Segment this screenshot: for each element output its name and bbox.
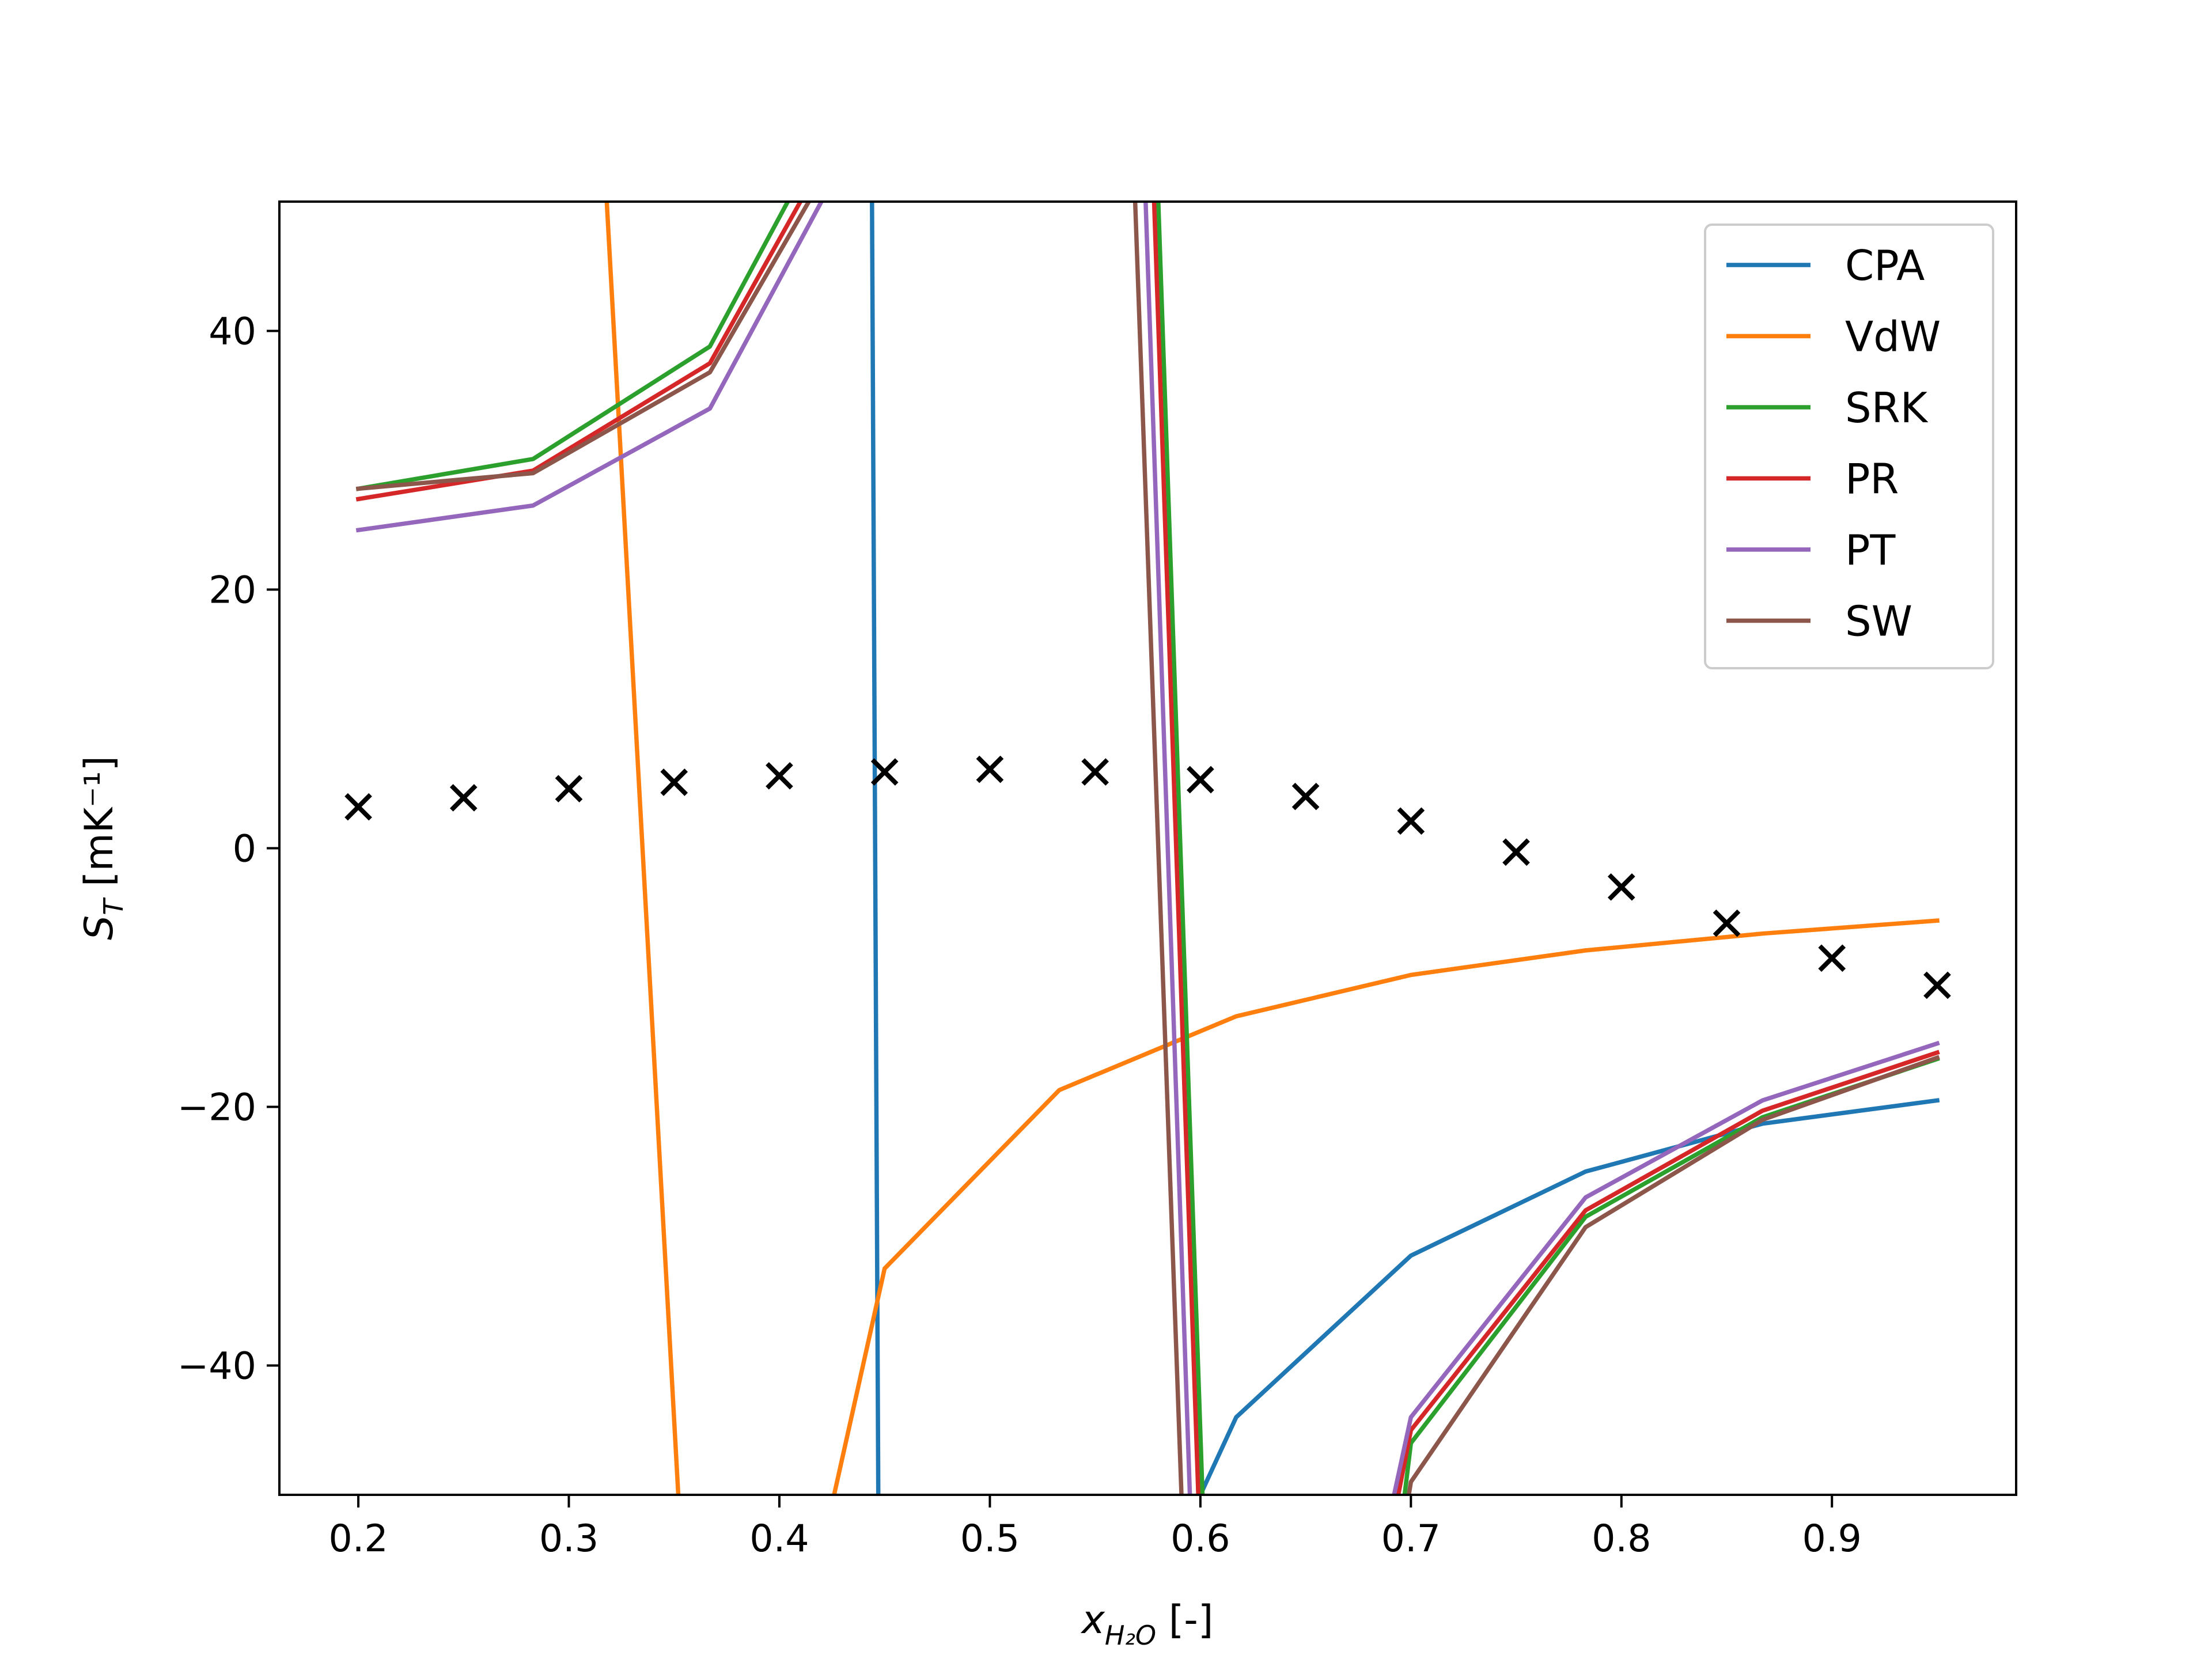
- y-axis: −40 −20 0 20 40: [177, 310, 279, 1388]
- y-tick-label: 40: [209, 310, 256, 354]
- data-point-marker: [1818, 944, 1846, 972]
- series-pr-line: [1152, 202, 1200, 1495]
- x-axis: 0.2 0.3 0.4 0.5 0.6 0.7 0.8 0.9: [328, 1495, 1862, 1560]
- series-cpa: [870, 202, 1940, 1495]
- legend-label-cpa: CPA: [1845, 241, 1925, 290]
- series-sw-line: [1132, 202, 1184, 1495]
- x-axis-label: xH₂O [-]: [1081, 1597, 1214, 1651]
- x-tick-label: 0.5: [960, 1517, 1020, 1560]
- series-pt: [355, 202, 1940, 1495]
- y-tick-label: 0: [233, 828, 256, 871]
- data-point-marker: [449, 784, 478, 812]
- y-axis-label-suffix: [mK⁻¹]: [77, 756, 122, 899]
- data-point-marker: [1187, 766, 1214, 794]
- data-point-marker: [660, 768, 688, 796]
- x-tick-label: 0.2: [328, 1517, 388, 1560]
- y-axis-label-main: S: [77, 915, 122, 940]
- series-srk-line: [1156, 202, 1205, 1495]
- x-tick-label: 0.6: [1171, 1517, 1230, 1560]
- x-tick-label: 0.8: [1592, 1517, 1651, 1560]
- series-sw-line: [355, 202, 812, 491]
- series-vdw-line: [832, 918, 1940, 1495]
- data-point-marker: [1923, 971, 1951, 999]
- data-point-marker: [1502, 838, 1530, 866]
- x-tick-label: 0.7: [1381, 1517, 1441, 1560]
- legend-label-srk: SRK: [1845, 384, 1929, 432]
- series-sw: [355, 202, 1940, 1495]
- series-pr-line: [355, 202, 803, 502]
- legend-label-vdw: VdW: [1845, 313, 1941, 361]
- x-axis-label-suffix: [-]: [1156, 1597, 1213, 1643]
- series-pt-line: [1143, 202, 1192, 1495]
- series-pt-line: [1392, 1040, 1940, 1495]
- x-tick-label: 0.3: [539, 1517, 599, 1560]
- data-point-marker: [1291, 782, 1320, 810]
- data-point-marker: [1397, 807, 1425, 835]
- x-axis-label-main: x: [1081, 1597, 1105, 1643]
- data-point-marker: [1081, 758, 1109, 786]
- y-axis-label: ST [mK⁻¹]: [77, 756, 129, 940]
- legend-label-sw: SW: [1845, 597, 1912, 646]
- data-point-marker: [766, 762, 793, 790]
- data-point-marker: [870, 758, 899, 786]
- legend: CPA VdW SRK PR PT SW: [1704, 224, 1994, 669]
- x-axis-label-subscript: H₂O: [1105, 1620, 1156, 1651]
- data-point-marker: [976, 755, 1004, 783]
- legend-label-pt: PT: [1845, 526, 1896, 574]
- series-pt-line: [355, 202, 824, 533]
- legend-label-pr: PR: [1845, 455, 1899, 503]
- series-pr: [355, 202, 1940, 1495]
- series-srk-line: [355, 202, 790, 491]
- series-sw-line: [1406, 1055, 1940, 1495]
- x-tick-label: 0.4: [749, 1517, 809, 1560]
- y-tick-label: −40: [177, 1345, 256, 1388]
- y-tick-label: −20: [177, 1086, 256, 1130]
- marker-layer: [344, 755, 1951, 999]
- series-cpa-line: [1198, 1098, 1940, 1495]
- data-point-marker: [1713, 909, 1741, 937]
- series-cpa-line: [870, 202, 881, 1495]
- data-point-marker: [555, 775, 583, 803]
- series-pr-line: [1396, 1050, 1940, 1495]
- data-point-marker: [1607, 873, 1635, 901]
- y-tick-label: 20: [209, 569, 256, 612]
- series-layer: [355, 202, 1940, 1495]
- data-point-marker: [344, 793, 372, 821]
- y-axis-label-subscript: T: [98, 897, 129, 915]
- x-tick-label: 0.9: [1802, 1517, 1862, 1560]
